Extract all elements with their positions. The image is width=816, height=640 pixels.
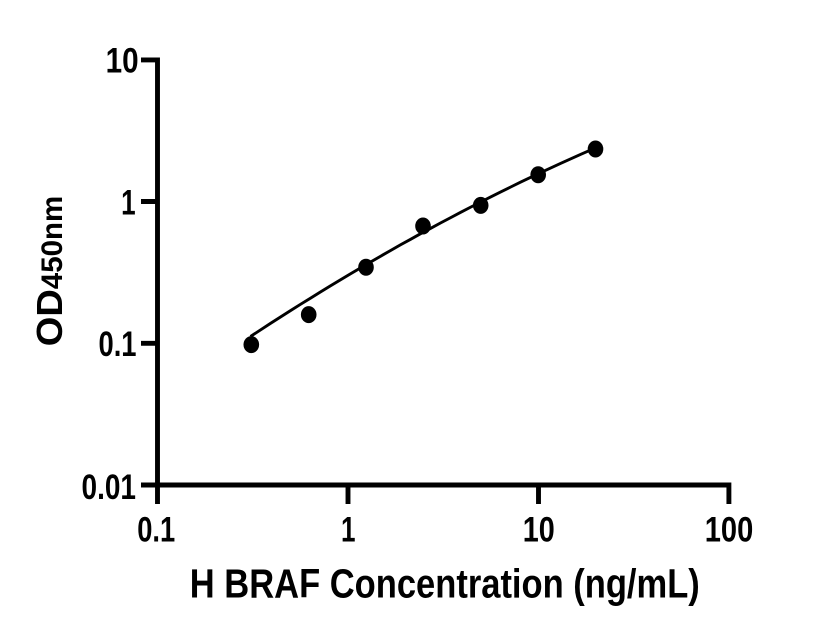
svg-text:0.01: 0.01 bbox=[82, 468, 137, 507]
svg-text:OD: OD bbox=[29, 289, 70, 346]
svg-text:0.1: 0.1 bbox=[99, 325, 137, 364]
svg-text:1: 1 bbox=[121, 183, 136, 222]
svg-text:10: 10 bbox=[523, 511, 555, 550]
svg-text:1: 1 bbox=[341, 511, 356, 550]
svg-text:0.1: 0.1 bbox=[137, 511, 175, 550]
svg-text:10: 10 bbox=[106, 42, 139, 81]
svg-text:100: 100 bbox=[705, 511, 754, 550]
svg-text:450nm: 450nm bbox=[36, 196, 69, 289]
svg-text:H BRAF Concentration (ng/mL): H BRAF Concentration (ng/mL) bbox=[190, 561, 700, 607]
